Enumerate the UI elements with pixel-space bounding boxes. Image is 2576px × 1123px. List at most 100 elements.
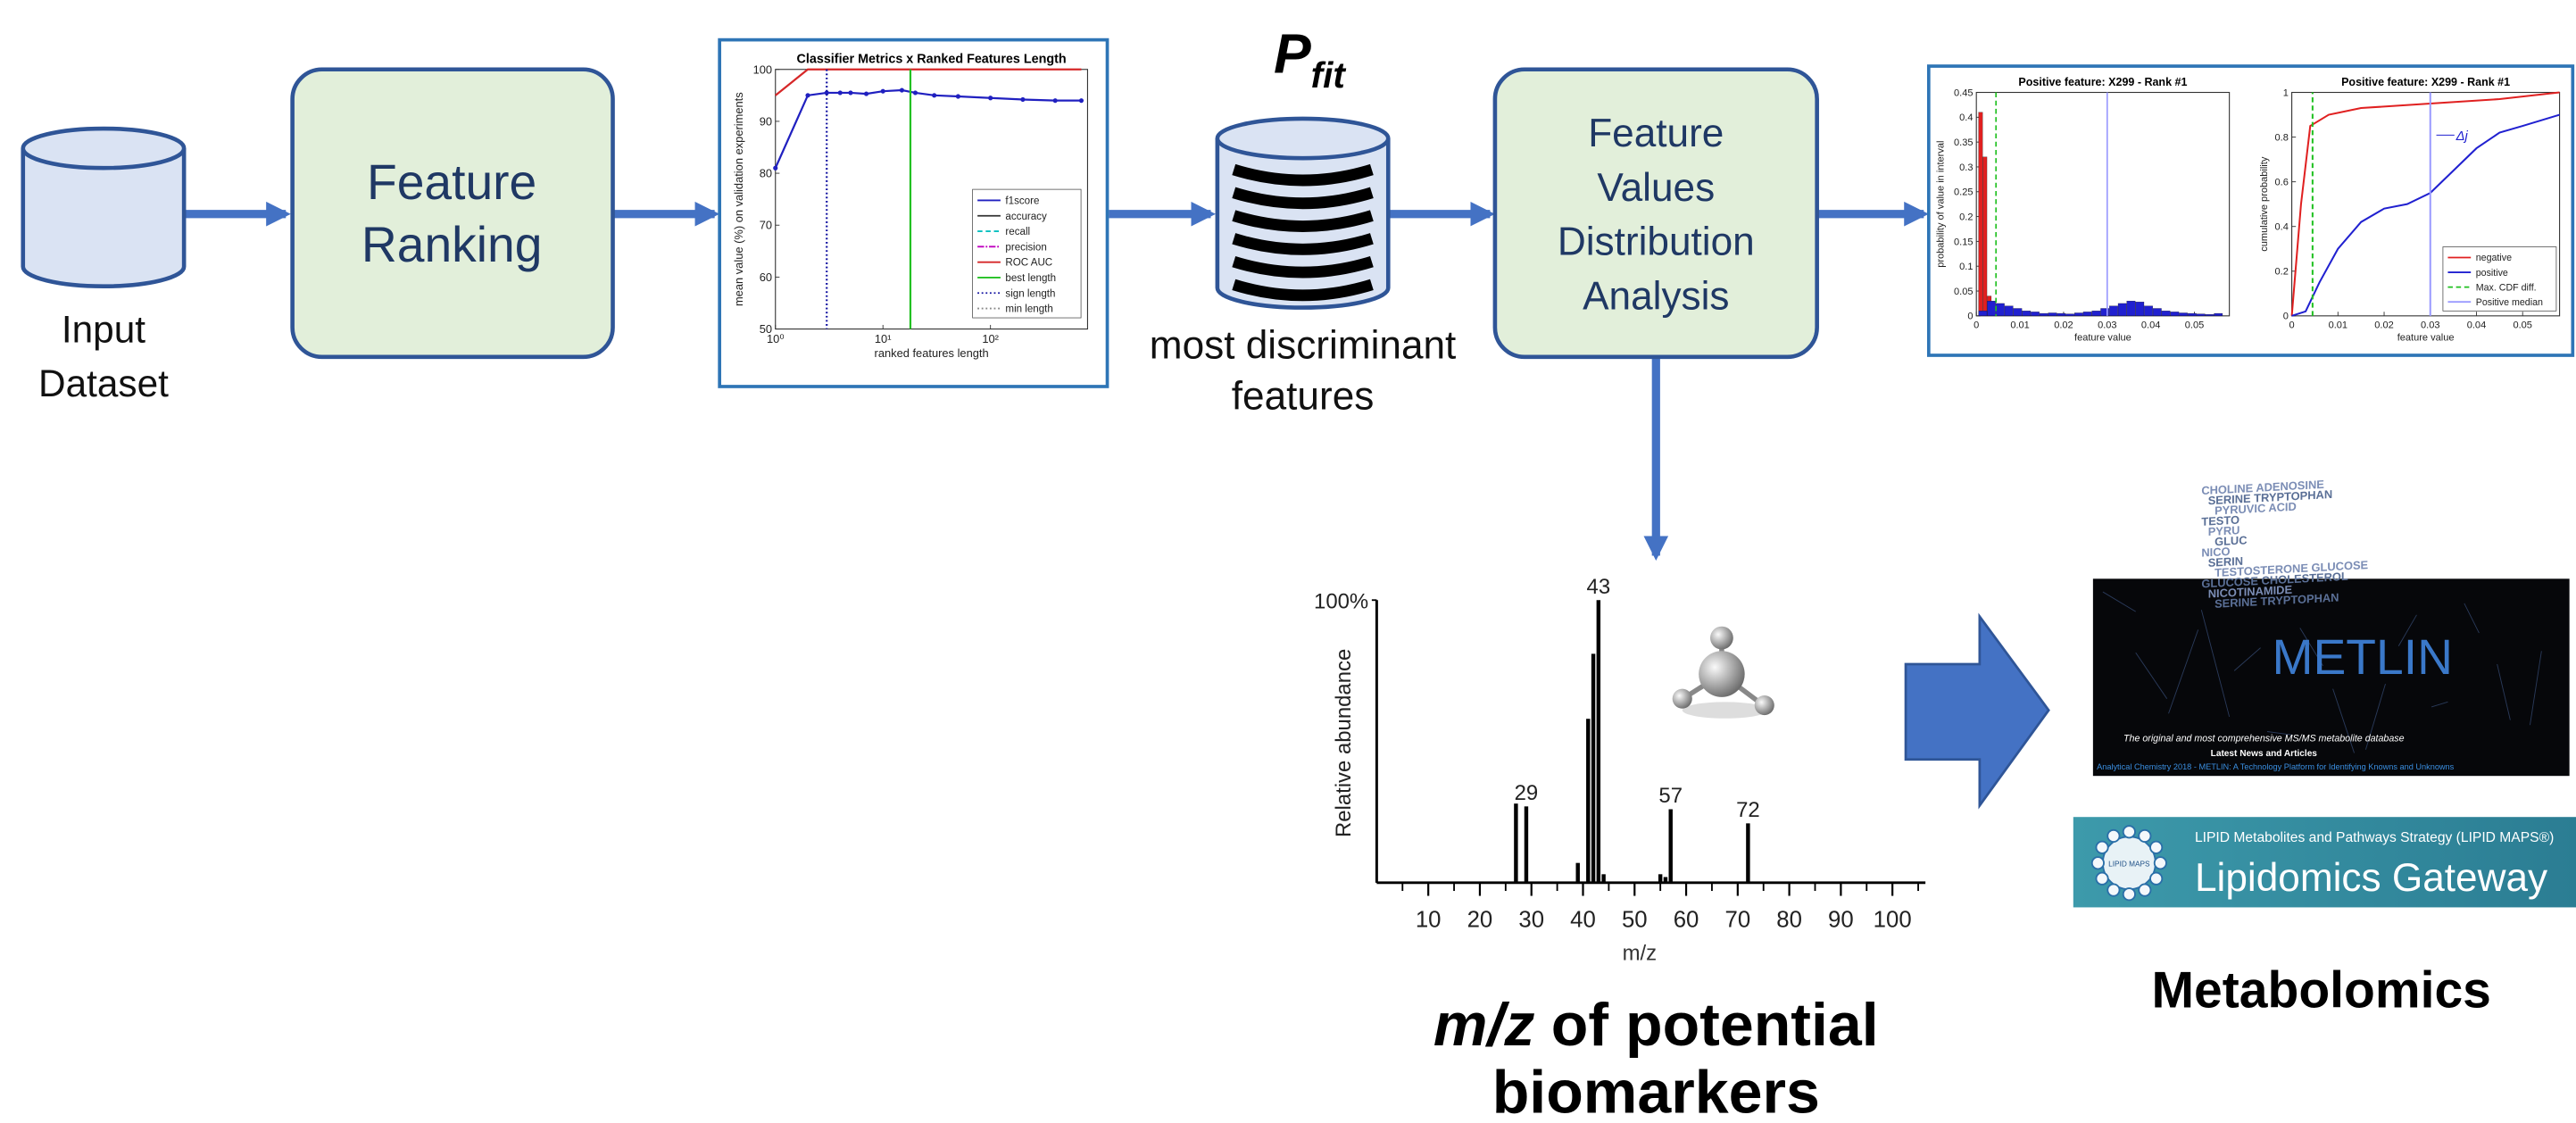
lipid-title: Lipidomics Gateway [2195, 856, 2547, 900]
peak-label: 43 [1587, 575, 1611, 599]
histogram-bar [1987, 301, 1995, 316]
box-label: Analysis [1583, 274, 1729, 318]
histogram-bar [2215, 313, 2223, 316]
x-tick-label: 40 [1570, 908, 1596, 933]
y-tick-label: 0.8 [2275, 132, 2289, 143]
histogram-bar [2048, 312, 2057, 315]
y-tick-label: 0.4 [1959, 112, 1973, 123]
x-tick-label: 0.03 [2098, 320, 2116, 331]
metric-point [1079, 98, 1084, 103]
x-axis-label: m/z [1623, 941, 1658, 965]
legend-label: f1score [1005, 196, 1039, 207]
histogram-bar [1979, 311, 1987, 316]
metric-point [1053, 98, 1058, 103]
x-tick-label: 0.02 [2374, 320, 2393, 331]
peak [1586, 719, 1590, 883]
input-cylinder [23, 129, 184, 287]
box-label: Ranking [361, 217, 543, 272]
histogram-bar [2023, 311, 2031, 316]
x-axis-label: feature value [2074, 332, 2131, 343]
block-arrow [1906, 617, 2048, 806]
cylinder-top [23, 129, 184, 168]
logo-bead [2155, 857, 2166, 869]
x-tick-label: 50 [1622, 908, 1648, 933]
x-tick-label: 100 [1874, 908, 1912, 933]
plot-title: Positive feature: X299 - Rank #1 [2341, 76, 2510, 88]
x-axis-label: feature value [2397, 332, 2455, 343]
x-tick-label: 0.05 [2513, 320, 2531, 331]
histogram-bar [1996, 304, 2004, 316]
histogram-bar [2057, 313, 2065, 316]
peak [1591, 653, 1595, 882]
diagram: Input Dataset Feature Ranking Pfit most … [0, 0, 2576, 1123]
y-tick-label: 80 [760, 167, 772, 180]
p-fit: Pfit [1274, 22, 1346, 96]
metabolomics-label: Metabolomics [2152, 962, 2491, 1019]
plot-area [1976, 93, 2229, 316]
legend-label: recall [1005, 227, 1030, 237]
y-tick-label: 0.45 [1954, 87, 1973, 98]
legend-label: best length [1005, 273, 1056, 284]
peak-label: 29 [1515, 781, 1539, 805]
box-label: Feature [367, 154, 536, 210]
y-axis-label: probability of value in interval [1935, 141, 1946, 268]
features-label: most discriminant [1150, 324, 1457, 368]
plot-title: Positive feature: X299 - Rank #1 [2018, 76, 2187, 88]
y-tick-label: 0.3 [1959, 162, 1973, 173]
metric-point [956, 94, 960, 98]
caption: m/zof potential [1433, 991, 1879, 1059]
y-tick-label: 0.1 [1959, 262, 1973, 272]
histogram-bar [2031, 312, 2039, 315]
x-tick-label: 70 [1725, 908, 1751, 933]
y-axis-label: cumulative probability [2259, 156, 2270, 252]
features-label: features [1232, 375, 1375, 419]
metric-point [773, 166, 777, 171]
p-fit-subscript: fit [1311, 54, 1347, 96]
histogram-bar [2109, 306, 2117, 316]
y-tick-label: 0.6 [2275, 178, 2289, 188]
plot-title: Classifier Metrics x Ranked Features Len… [797, 52, 1067, 66]
annotation: Δj [2456, 129, 2469, 144]
y-tick-label: 90 [760, 114, 772, 128]
histogram-bar [2065, 314, 2073, 316]
metlin-news: Latest News and Articles [2211, 749, 2318, 759]
logo-bead [2150, 873, 2162, 885]
p-fit-symbol: P [1274, 22, 1311, 85]
y-tick-label: 100 [753, 62, 772, 76]
cylinder-top [1217, 119, 1388, 158]
y-tick-label: 100% [1314, 589, 1368, 613]
metric-point [1020, 97, 1025, 102]
histogram-bar [2040, 313, 2048, 316]
legend-label: sign length [1005, 288, 1055, 299]
x-tick-label: 90 [1828, 908, 1854, 933]
logo-bead [2092, 857, 2104, 869]
histogram-bar [2179, 312, 2187, 315]
metric-point [848, 90, 852, 95]
logo-bead [2123, 888, 2135, 900]
peak-label: 57 [1658, 784, 1683, 808]
metlin-headline: Analytical Chemistry 2018 - METLIN: A Te… [2097, 762, 2455, 771]
legend-label: Positive median [2476, 297, 2543, 308]
atom [1673, 689, 1692, 709]
peak [1669, 810, 1673, 883]
x-tick-label: 60 [1674, 908, 1699, 933]
caption-bold: of potential [1551, 991, 1879, 1059]
features-cylinder [1217, 119, 1388, 308]
histogram-bar [2144, 306, 2152, 316]
caption-italic: m/z [1433, 991, 1535, 1059]
metric-point [881, 89, 885, 94]
body: Input Dataset Feature Ranking Pfit most … [0, 0, 2576, 1123]
histogram-bar [2171, 312, 2179, 315]
atom [1699, 651, 1745, 697]
x-tick-label: 0.04 [2467, 320, 2486, 331]
peak [1664, 877, 1667, 882]
y-tick-label: 0.25 [1954, 187, 1973, 198]
logo-bead [2123, 826, 2135, 837]
y-tick-label: 0.2 [1959, 212, 1973, 222]
x-tick-label: 80 [1776, 908, 1802, 933]
logo-bead [2107, 830, 2119, 842]
input-label: Dataset [38, 362, 169, 404]
lipid-logo-text: LIPID MAPS [2108, 860, 2150, 868]
peak [1601, 874, 1605, 882]
x-tick-label: 10 [1416, 908, 1442, 933]
